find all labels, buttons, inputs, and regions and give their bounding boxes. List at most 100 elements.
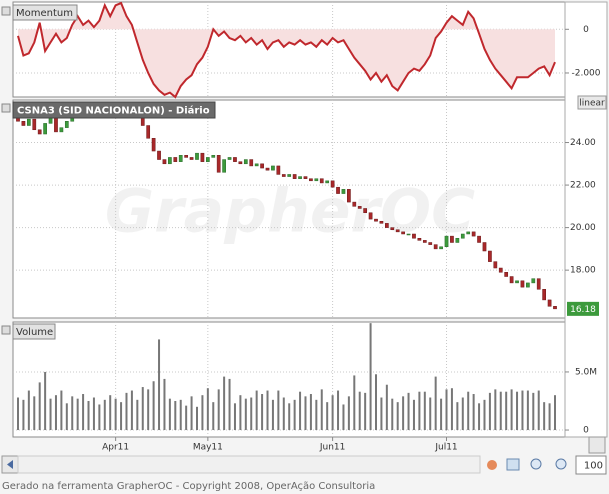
x-tick-label: Jul11 xyxy=(434,443,457,453)
candle-body xyxy=(325,180,330,184)
candle-body xyxy=(151,138,156,152)
volume-bar xyxy=(375,374,377,431)
panel-title: CSNA3 (SID NACIONALON) - Diário xyxy=(17,105,210,117)
scroll-track[interactable] xyxy=(17,455,481,474)
volume-bar xyxy=(418,391,421,431)
candle-body xyxy=(520,280,525,288)
candle-body xyxy=(444,235,449,248)
volume-bar xyxy=(152,381,155,431)
marks: 0 -2.000 18.00 20.00 22.00 24.00 0 5.0M 16.18 Apr… xyxy=(13,1,601,453)
tool-button[interactable] xyxy=(588,436,606,454)
candle-body xyxy=(59,127,64,133)
candle-body xyxy=(439,246,443,250)
candle-body xyxy=(428,242,433,245)
panel-icon[interactable] xyxy=(1,325,11,335)
volume-bar xyxy=(380,397,383,431)
scale-label[interactable]: linear xyxy=(579,99,605,109)
candle-body xyxy=(493,261,498,269)
candle-body xyxy=(173,157,178,162)
tool-icon[interactable] xyxy=(487,460,497,470)
volume-bar xyxy=(103,399,106,431)
volume-bar xyxy=(282,397,285,431)
candle-body xyxy=(498,267,503,273)
panel-icon[interactable] xyxy=(1,103,11,113)
volume-bar xyxy=(271,399,274,431)
volume-bar xyxy=(277,390,280,431)
arrow-icon xyxy=(7,460,13,469)
volume-bar xyxy=(391,398,394,431)
candle-body xyxy=(37,129,42,135)
candle-body xyxy=(205,157,210,162)
candle-body xyxy=(243,159,248,165)
candle-body xyxy=(477,235,481,243)
zoom-out[interactable] xyxy=(555,458,567,470)
zoom-value[interactable]: 100 xyxy=(584,461,603,472)
volume-bar xyxy=(434,376,437,431)
volume-bar xyxy=(228,378,231,431)
zoom-input[interactable] xyxy=(575,455,607,475)
volume-bar xyxy=(423,391,426,431)
candle-body xyxy=(309,178,313,182)
volume-bar xyxy=(467,391,470,431)
volume-bar xyxy=(320,389,323,431)
volume-bar xyxy=(505,391,508,431)
volume-bar xyxy=(239,395,242,431)
candle-body xyxy=(542,289,547,301)
volume-bar xyxy=(87,400,90,431)
volume-bar xyxy=(347,396,350,431)
panel-tab xyxy=(12,4,78,21)
candle-body xyxy=(211,155,216,158)
volume-bar xyxy=(223,376,226,431)
momentum-fill xyxy=(18,3,555,98)
volume-bar xyxy=(174,400,177,431)
candle-body xyxy=(488,250,492,262)
volume-bar xyxy=(358,391,361,431)
candle-body xyxy=(455,237,460,243)
candle-body xyxy=(319,178,324,184)
volume-bar xyxy=(293,399,296,431)
volume-bar xyxy=(494,389,497,431)
panel-title: Volume xyxy=(16,327,53,338)
candle-body xyxy=(292,174,297,179)
zoom-in[interactable] xyxy=(530,458,542,470)
candle-body xyxy=(466,231,471,235)
candle-body xyxy=(379,220,384,224)
candle-body xyxy=(363,208,368,213)
volume-bar xyxy=(147,389,150,431)
volume-bar xyxy=(92,397,95,431)
volume-bar xyxy=(445,389,448,431)
volume-bar xyxy=(483,399,486,431)
y-tick-label: 18.00 xyxy=(570,266,596,276)
volume-bar xyxy=(488,392,491,431)
last-price: 16.18 xyxy=(570,305,596,315)
volume-bar xyxy=(65,403,68,431)
y-tick-label: 5.0M xyxy=(575,367,597,377)
volume-bar xyxy=(54,395,57,431)
axis-strip xyxy=(564,1,608,438)
volume-bar xyxy=(510,389,513,431)
candle-body xyxy=(509,276,514,284)
footer: Gerado na ferramenta GrapherOC - Copyrig… xyxy=(2,481,375,492)
panel-tab xyxy=(12,323,56,340)
volume-bar xyxy=(342,404,345,431)
candle-body xyxy=(384,223,389,228)
tool-icon[interactable] xyxy=(506,458,520,471)
panel-title: Momentum xyxy=(16,8,73,19)
panel-icon[interactable] xyxy=(1,6,11,16)
y-tick-label: -2.000 xyxy=(571,68,600,78)
candle-body xyxy=(482,242,487,252)
candle-body xyxy=(276,165,281,175)
y-tick-label: 24.00 xyxy=(570,138,596,148)
volume-bar xyxy=(98,404,101,431)
volume-bar xyxy=(136,399,139,431)
candle-body xyxy=(26,118,31,126)
x-tick-label: Apr11 xyxy=(102,443,129,453)
candle-body xyxy=(314,178,319,182)
volume-bar xyxy=(407,392,410,431)
scale-button[interactable] xyxy=(577,95,607,110)
volume-bar xyxy=(168,398,171,431)
candle-body xyxy=(195,152,199,160)
volume-bar xyxy=(304,396,307,431)
volume-bar xyxy=(44,371,47,431)
volume-bar xyxy=(461,397,464,431)
